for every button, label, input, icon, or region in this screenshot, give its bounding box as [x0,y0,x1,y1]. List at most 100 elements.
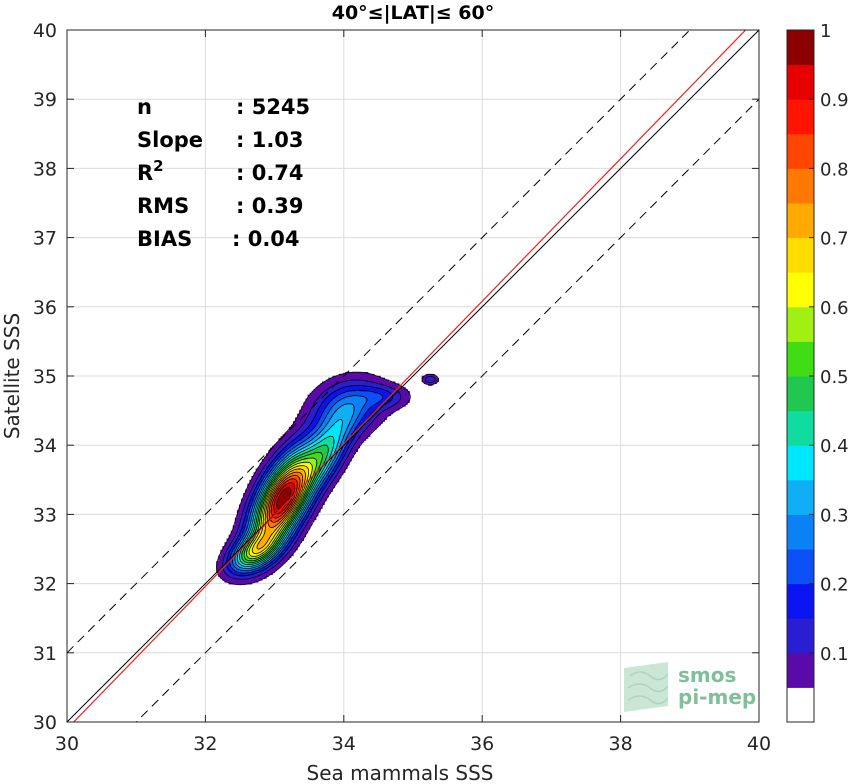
density-cell [328,449,331,453]
density-cell [359,402,363,405]
density-cell [255,551,259,555]
density-cell [259,530,263,534]
density-cell [334,387,338,390]
density-cell [288,551,292,555]
density-cell [332,406,336,409]
density-cell [338,466,342,470]
density-cell [336,434,340,437]
density-cell [344,400,348,403]
density-cell [349,443,352,447]
density-cell [353,434,356,437]
density-cell [261,538,265,541]
density-cell [257,477,261,481]
density-cell [305,400,309,403]
density-cell [336,390,340,394]
density-cell [311,434,315,437]
density-cell [315,491,319,494]
density-cell [353,447,356,451]
density-cell [326,385,329,388]
density-cell [324,404,327,407]
density-cell [328,445,331,449]
density-cell [255,500,259,504]
density-cell [376,392,379,396]
density-cell [290,457,294,460]
density-cell [263,485,267,488]
density-cell [280,553,284,557]
density-cell [297,460,300,464]
density-cell [263,540,267,543]
density-cell [313,406,317,409]
density-cell [272,496,275,500]
density-cell [301,419,304,422]
density-cell [351,398,354,401]
density-cell [299,508,302,511]
density-cell [245,572,248,575]
density-cell [234,574,238,577]
density-cell [307,517,311,521]
density-cell [259,547,263,551]
density-cell [261,479,265,483]
density-cell [351,390,354,394]
density-cell [307,468,311,471]
density-cell [253,489,257,492]
density-cell [349,426,352,430]
density-cell [338,426,342,430]
density-cell [349,385,352,388]
density-cell [382,385,385,388]
density-cell [286,440,290,443]
density-cell [280,561,284,564]
density-cell [353,423,356,426]
density-cell [299,460,302,464]
density-cell [292,536,296,540]
density-cell [317,493,321,496]
density-cell [286,536,290,540]
colorbar-tick-label: 0.9 [820,90,849,111]
density-cell [276,551,280,555]
density-cell [307,476,311,479]
density-cell [332,402,336,405]
density-cell [340,441,344,445]
density-cell [288,451,292,454]
density-cell [255,536,259,540]
density-cell [253,494,257,498]
density-cell [249,580,253,583]
y-tick-label: 32 [33,574,57,596]
density-cell [305,434,309,437]
density-cell [359,441,363,445]
density-cell [355,383,358,386]
density-cell [340,457,344,460]
density-cell [297,419,300,422]
density-cell [276,472,280,475]
density-cell [245,513,248,517]
density-cell [328,479,331,483]
density-cell [371,417,375,420]
density-cell [340,377,344,381]
density-cell [334,396,338,400]
density-cell [396,398,400,401]
density-cell [255,568,259,572]
density-cell [328,392,331,396]
density-cell [236,542,240,545]
density-cell [249,544,253,547]
colorbar-segment [787,272,814,308]
density-cell [357,373,361,377]
density-cell [265,508,269,511]
density-cell [434,377,437,381]
density-cell [286,457,290,460]
density-cell [241,580,244,583]
density-cell [315,494,319,498]
density-cell [224,570,228,574]
density-cell [224,555,228,558]
density-cell [328,396,331,400]
density-cell [403,394,406,398]
density-cell [290,430,294,434]
density-cell [384,398,388,401]
density-cell [315,424,319,428]
density-cell [384,409,388,413]
density-cell [259,566,263,570]
density-cell [359,407,363,411]
density-cell [338,407,342,411]
density-cell [263,466,267,470]
density-cell [324,496,327,500]
density-cell [376,424,379,428]
